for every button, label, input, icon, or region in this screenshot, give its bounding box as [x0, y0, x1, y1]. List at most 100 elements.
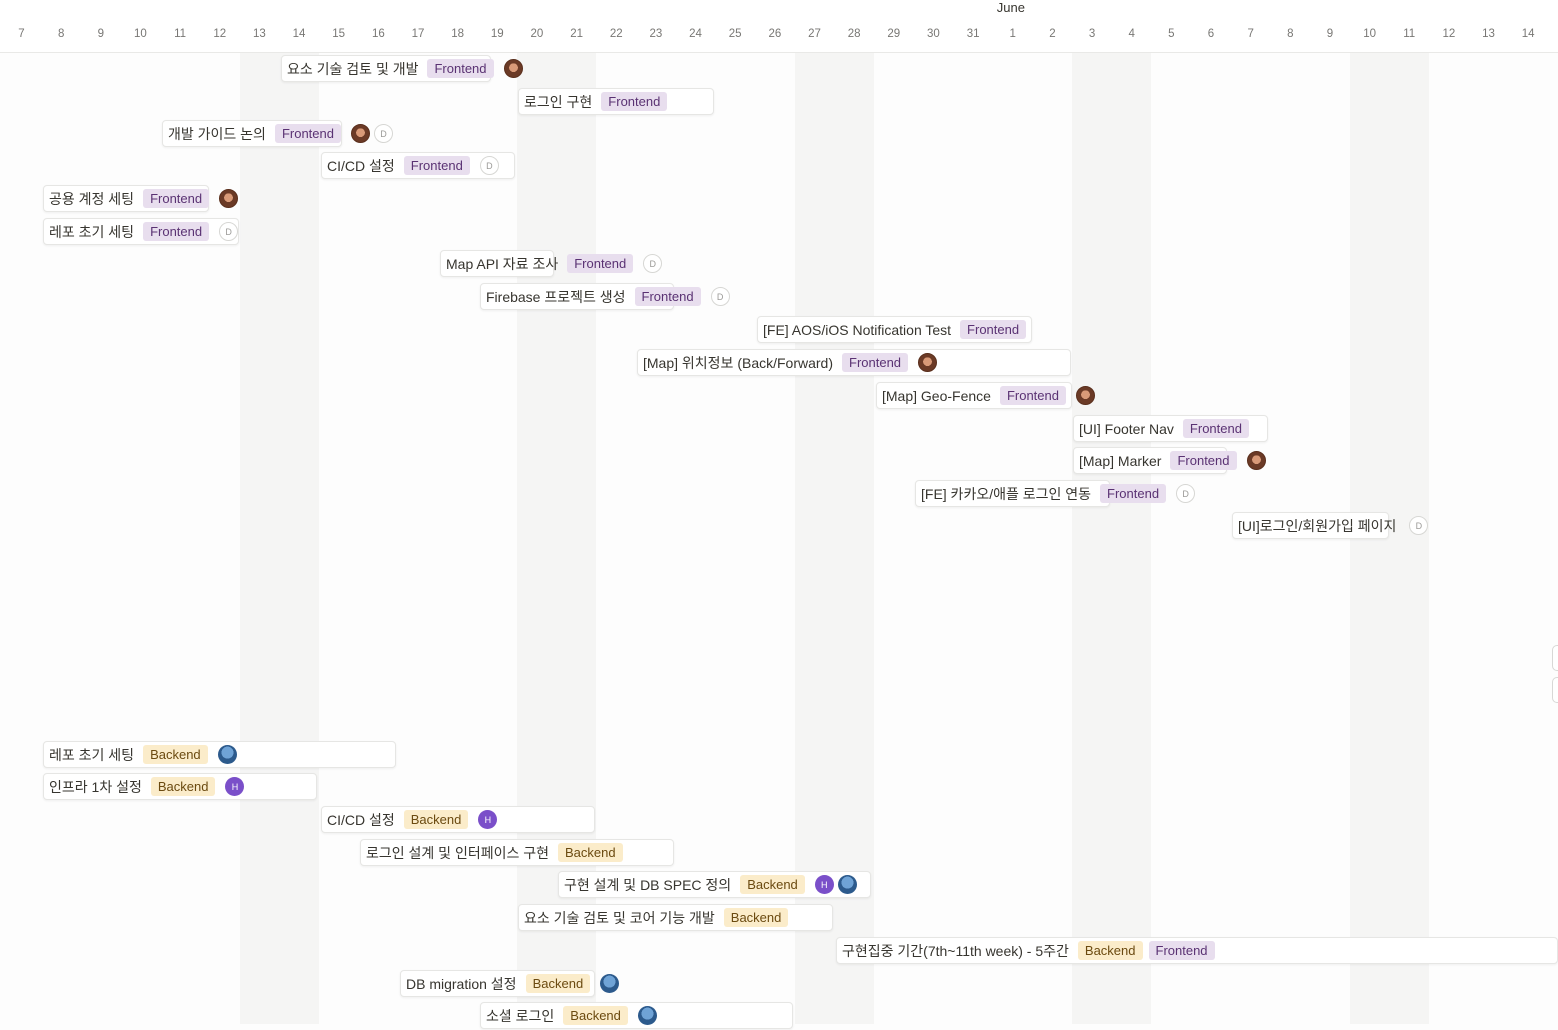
task-bar-content: [FE] 카카오/애플 로그인 연동 Frontend D: [921, 479, 1196, 508]
task-title: 로그인 구현: [524, 93, 593, 110]
task-title: 레포 초기 세팅: [49, 223, 135, 240]
day-label: 22: [609, 28, 623, 40]
day-label: 17: [411, 28, 425, 40]
task-title: 요소 기술 검토 및 개발: [287, 60, 419, 77]
user-avatar-icon[interactable]: [1246, 451, 1266, 470]
day-label: 7: [18, 28, 25, 40]
task-bar-content: 요소 기술 검토 및 개발 Frontend: [287, 54, 523, 83]
tag-backend: Backend: [558, 843, 623, 862]
offscreen-task-marker[interactable]: [1552, 677, 1558, 703]
day-label: 6: [1207, 28, 1215, 40]
weekend-column: [794, 53, 874, 1024]
task-bar-content: Firebase 프로젝트 생성 Frontend D: [486, 282, 730, 311]
month-label: June: [996, 0, 1025, 15]
bot-avatar-icon[interactable]: [837, 875, 857, 894]
task-title: DB migration 설정: [406, 975, 517, 992]
tag-frontend: Frontend: [143, 222, 210, 241]
task-title: [FE] 카카오/애플 로그인 연동: [921, 485, 1092, 502]
initial-avatar[interactable]: D: [710, 287, 730, 306]
task-bar[interactable]: [440, 250, 554, 277]
tag-frontend: Frontend: [634, 287, 701, 306]
day-label: 28: [847, 28, 861, 40]
task-title: 공용 계정 세팅: [49, 190, 135, 207]
tag-backend: Backend: [150, 777, 216, 796]
day-label: 14: [1521, 28, 1535, 40]
task-title: [Map] Geo-Fence: [882, 387, 991, 404]
initial-avatar[interactable]: D: [479, 156, 499, 175]
user-avatar-icon[interactable]: [219, 189, 239, 208]
tag-frontend: Frontend: [1182, 419, 1249, 438]
user-avatar-icon[interactable]: [918, 353, 938, 372]
bot-avatar-icon[interactable]: [217, 745, 237, 764]
initial-avatar[interactable]: H: [478, 810, 498, 829]
task-title: 레포 초기 세팅: [49, 746, 135, 763]
task-bar[interactable]: [915, 480, 1110, 507]
day-label: 11: [1403, 28, 1416, 40]
task-bar-content: 로그인 설계 및 인터페이스 구현 Backend: [366, 838, 629, 867]
tag-frontend: Frontend: [601, 92, 668, 111]
timeline-body: 요소 기술 검토 및 개발 Frontend 로그인 구현 Frontend 개발 가이…: [0, 53, 1558, 1029]
tag-backend: Backend: [563, 1006, 628, 1025]
task-bar-content: 구현집중 기간(7th~11th week) - 5주간 Backend Front…: [842, 936, 1221, 965]
day-label: 4: [1128, 28, 1135, 40]
day-label: 25: [728, 28, 742, 40]
tag-frontend: Frontend: [143, 189, 210, 208]
day-label: 26: [768, 28, 782, 40]
day-label: 10: [1363, 28, 1376, 40]
task-title: 요소 기술 검토 및 코어 기능 개발: [524, 909, 715, 926]
day-label: 13: [1482, 28, 1495, 40]
tag-backend: Backend: [740, 875, 805, 894]
initial-avatar[interactable]: D: [374, 124, 393, 143]
task-title: 구현 설계 및 DB SPEC 정의: [564, 876, 732, 893]
task-bar[interactable]: [1232, 512, 1389, 539]
task-bar-content: CI/CD 설정 Backend H: [327, 805, 498, 834]
tag-backend: Backend: [403, 810, 469, 829]
tag-frontend: Frontend: [1148, 941, 1215, 960]
tag-frontend: Frontend: [274, 124, 341, 143]
day-label: 12: [1442, 28, 1456, 40]
tag-backend: Backend: [525, 974, 591, 993]
bot-avatar-icon[interactable]: [637, 1006, 657, 1025]
task-title: 로그인 설계 및 인터페이스 구현: [366, 844, 549, 861]
initial-avatar[interactable]: D: [1409, 516, 1429, 535]
user-avatar-icon[interactable]: [1075, 386, 1095, 405]
tag-frontend: Frontend: [1170, 451, 1237, 470]
task-title: 인프라 1차 설정: [49, 778, 142, 795]
task-title: CI/CD 설정: [327, 811, 395, 828]
task-bar-content: 공용 계정 세팅 Frontend: [49, 184, 239, 213]
day-label: 11: [174, 28, 187, 40]
task-bar-content: CI/CD 설정 Frontend D: [327, 151, 499, 180]
offscreen-task-marker[interactable]: [1552, 645, 1558, 671]
timeline-header: June 7 8 9 10 11 12 13 14 15 16 17 18 19 20 21 22 23 24 25…: [0, 0, 1558, 53]
task-title: 소셜 로그인: [486, 1007, 555, 1024]
task-bar-content: 구현 설계 및 DB SPEC 정의 Backend H: [564, 870, 857, 899]
initial-avatar[interactable]: D: [1176, 484, 1196, 503]
day-label: 21: [570, 28, 583, 40]
initial-avatar[interactable]: D: [643, 254, 663, 273]
task-bar-content: [UI]로그인/회원가입 페이지 D: [1238, 511, 1429, 540]
initial-avatar[interactable]: H: [814, 875, 834, 894]
task-bar-content: 레포 초기 세팅 Frontend D: [49, 217, 239, 246]
tag-frontend: Frontend: [1100, 484, 1167, 503]
task-bar-content: 인프라 1차 설정 Backend H: [49, 772, 245, 801]
day-label: 16: [371, 28, 385, 40]
day-label: 31: [966, 28, 980, 40]
task-title: Map API 자료 조사: [446, 255, 559, 272]
task-title: 개발 가이드 논의: [168, 125, 266, 142]
initial-avatar[interactable]: D: [219, 222, 239, 241]
tag-frontend: Frontend: [999, 386, 1066, 405]
user-avatar-icon[interactable]: [503, 59, 523, 78]
bot-avatar-icon[interactable]: [600, 974, 620, 993]
tag-frontend: Frontend: [567, 254, 634, 273]
initial-avatar[interactable]: H: [225, 777, 245, 796]
task-bar-content: [Map] Marker Frontend: [1079, 446, 1266, 475]
day-label: 14: [292, 28, 306, 40]
task-title: CI/CD 설정: [327, 157, 395, 174]
day-label: 2: [1049, 28, 1056, 40]
user-avatar-icon[interactable]: [351, 124, 370, 143]
task-bar-content: [FE] AOS/iOS Notification Test Frontend: [763, 315, 1032, 344]
task-bar-content: 개발 가이드 논의 Frontend D: [168, 119, 393, 148]
day-label: 24: [689, 28, 702, 40]
weekend-column: [1072, 53, 1152, 1024]
weekend-column: [239, 53, 319, 1024]
